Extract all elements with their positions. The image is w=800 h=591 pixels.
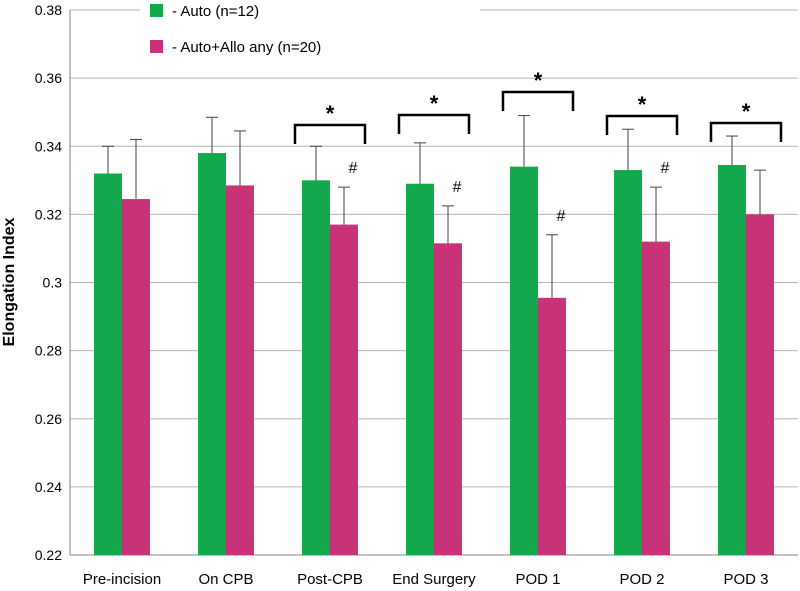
significance-star: *: [534, 68, 543, 93]
legend-label-auto: - Auto (n=12): [172, 3, 259, 20]
significance-bracket: [397, 113, 471, 134]
y-tick-label: 0.26: [35, 411, 62, 427]
significance-star: *: [326, 101, 335, 126]
y-tick-label: 0.36: [35, 70, 62, 86]
x-tick-label: POD 3: [723, 571, 768, 588]
x-tick-label: Post-CPB: [297, 571, 363, 588]
bar: [510, 166, 538, 555]
hash-marks: # # # #: [349, 160, 670, 225]
bar: [122, 199, 150, 555]
y-tick-label: 0.34: [35, 138, 62, 154]
bar: [94, 173, 122, 555]
legend: - Auto (n=12) - Auto+Allo any (n=20): [140, 0, 480, 64]
x-tick-label: POD 1: [515, 571, 560, 588]
legend-swatch-auto: [150, 4, 163, 17]
x-tick-label: On CPB: [198, 571, 253, 588]
significance-bracket: [293, 123, 367, 144]
x-axis-labels: Pre-incision On CPB Post-CPB End Surgery POD…: [83, 571, 769, 588]
error-bars: [102, 115, 766, 298]
y-tick-label: 0.38: [35, 2, 62, 18]
bar: [302, 180, 330, 555]
bar: [330, 224, 358, 555]
y-axis-label: Elongation Index: [1, 217, 18, 346]
y-tick-label: 0.22: [35, 547, 62, 563]
x-tick-label: Pre-incision: [83, 571, 161, 588]
bar: [434, 243, 462, 555]
bars: [94, 153, 774, 555]
bar: [538, 297, 566, 555]
x-tick-label: POD 2: [619, 571, 664, 588]
y-axis-ticks: 0.22 0.24 0.26 0.28 0.3 0.32 0.34 0.36 0.38: [35, 2, 62, 563]
y-tick-label: 0.3: [43, 275, 63, 291]
legend-label-auto-allo: - Auto+Allo any (n=20): [172, 39, 321, 56]
hash-mark: #: [557, 208, 566, 225]
bar: [198, 153, 226, 555]
legend-swatch-auto-allo: [150, 40, 163, 53]
y-tick-label: 0.32: [35, 206, 62, 222]
significance-star: *: [742, 99, 751, 124]
bar: [226, 185, 254, 555]
bar: [614, 170, 642, 555]
bar: [406, 183, 434, 555]
significance-star: *: [430, 91, 439, 116]
bar: [642, 241, 670, 555]
significance-brackets: * * * * *: [293, 68, 783, 144]
x-tick-label: End Surgery: [392, 571, 476, 588]
y-tick-label: 0.28: [35, 343, 62, 359]
significance-bracket: [501, 90, 575, 111]
significance-bracket: [709, 121, 783, 142]
significance-star: *: [638, 92, 647, 117]
bar: [718, 164, 746, 555]
bar: [746, 214, 774, 555]
hash-mark: #: [661, 160, 670, 177]
y-tick-label: 0.24: [35, 479, 62, 495]
significance-bracket: [605, 114, 679, 135]
hash-mark: #: [349, 160, 358, 177]
hash-mark: #: [453, 179, 462, 196]
